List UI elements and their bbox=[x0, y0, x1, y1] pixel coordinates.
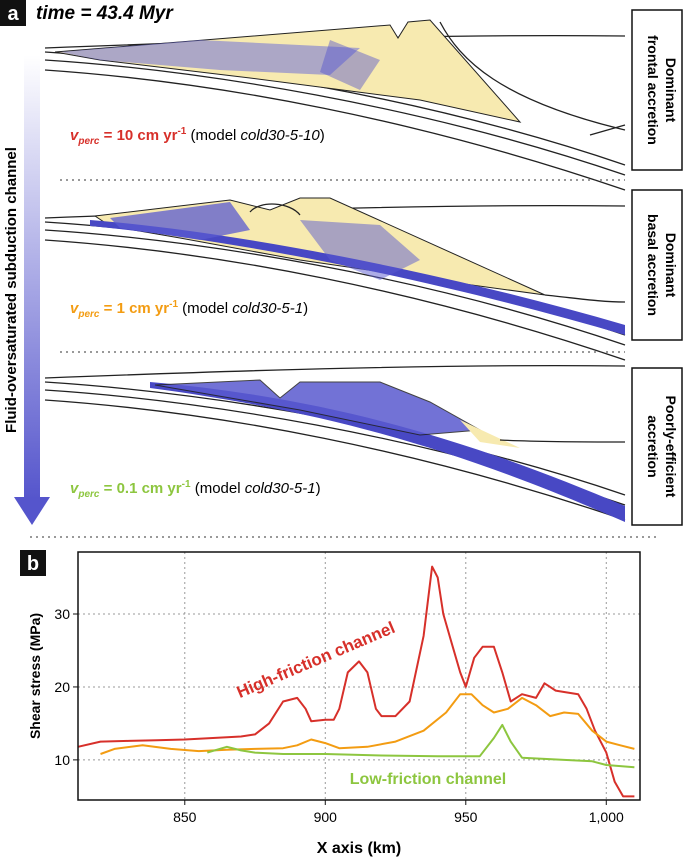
data-line bbox=[207, 723, 635, 769]
model-prefix: (model bbox=[178, 300, 232, 317]
regime-label: frontal accretion bbox=[645, 35, 661, 145]
arrow-shaft bbox=[24, 55, 40, 500]
model-name: cold30-5-1 bbox=[232, 300, 303, 317]
regime-label: Poorly-efficient bbox=[663, 396, 679, 498]
data-line bbox=[77, 565, 635, 798]
plot-area: 850 900 950 1,000 10 20 30 bbox=[54, 552, 640, 825]
model-name: cold30-5-10 bbox=[241, 127, 321, 144]
y-tick-label: 10 bbox=[54, 752, 70, 768]
model-prefix: (model bbox=[191, 480, 245, 497]
model-label: vperc = 1 cm yr-1 (model cold30-5-1) bbox=[70, 299, 308, 320]
velocity-symbol: v bbox=[70, 480, 80, 497]
model-suffix: ) bbox=[320, 127, 325, 144]
regime-label: accretion bbox=[645, 415, 661, 477]
model-prefix: (model bbox=[186, 127, 240, 144]
velocity-value: = 0.1 cm yr bbox=[99, 480, 181, 497]
model-suffix: ) bbox=[303, 300, 308, 317]
y-tick-label: 20 bbox=[54, 679, 70, 695]
x-tick-label: 850 bbox=[173, 809, 197, 825]
model-drawing bbox=[44, 19, 626, 191]
data-line bbox=[100, 693, 635, 755]
regime-box bbox=[631, 9, 683, 171]
model-suffix: ) bbox=[316, 480, 321, 497]
annotation: Low-friction channel bbox=[350, 771, 506, 788]
plot-frame bbox=[77, 551, 641, 801]
velocity-value: = 1 cm yr bbox=[99, 300, 169, 317]
regime-box bbox=[631, 367, 683, 526]
arrow-head bbox=[14, 497, 50, 525]
y-tick-label: 30 bbox=[54, 606, 70, 622]
regime-label: Dominant bbox=[663, 233, 679, 298]
arrow-label: Fluid-oversaturated subduction channel bbox=[3, 147, 20, 433]
model-drawing bbox=[44, 197, 626, 361]
panel-label-box bbox=[0, 0, 26, 26]
velocity-exponent: -1 bbox=[182, 479, 191, 490]
x-tick-label: 1,000 bbox=[589, 809, 624, 825]
y-axis-label: Shear stress (MPa) bbox=[27, 613, 43, 739]
velocity-exponent: -1 bbox=[177, 126, 186, 137]
panel-label: b bbox=[27, 553, 39, 575]
velocity-subscript: perc bbox=[77, 489, 100, 500]
velocity-subscript: perc bbox=[77, 136, 100, 147]
x-axis-label: X axis (km) bbox=[317, 840, 401, 857]
model-label: vperc = 0.1 cm yr-1 (model cold30-5-1) bbox=[70, 479, 321, 500]
x-tick-label: 900 bbox=[314, 809, 338, 825]
panel-label: a bbox=[7, 3, 19, 25]
model-name: cold30-5-1 bbox=[245, 480, 316, 497]
velocity-symbol: v bbox=[70, 300, 80, 317]
model-drawing bbox=[44, 364, 626, 522]
regime-label: Dominant bbox=[663, 58, 679, 123]
velocity-subscript: perc bbox=[77, 309, 100, 320]
regime-box bbox=[631, 189, 683, 341]
velocity-symbol: v bbox=[70, 127, 80, 144]
annotation: High-friction channel bbox=[234, 618, 398, 702]
model-label: vperc = 10 cm yr-1 (model cold30-5-10) bbox=[70, 126, 325, 147]
velocity-value: = 10 cm yr bbox=[99, 127, 177, 144]
x-tick-label: 950 bbox=[454, 809, 478, 825]
regime-label: basal accretion bbox=[645, 214, 661, 316]
panel-label-box bbox=[20, 550, 46, 576]
time-label: time = 43.4 Myr bbox=[36, 3, 174, 24]
velocity-exponent: -1 bbox=[169, 299, 178, 310]
